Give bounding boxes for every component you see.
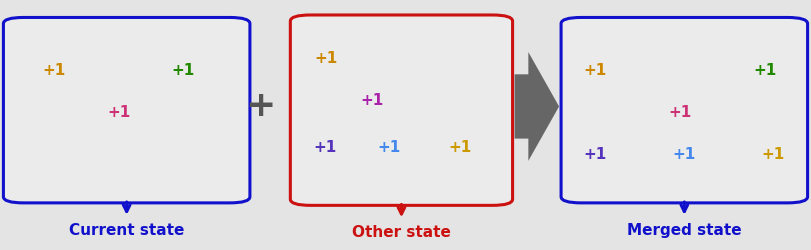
Text: +1: +1 xyxy=(315,51,338,66)
Text: +1: +1 xyxy=(360,93,383,108)
Text: +1: +1 xyxy=(42,63,66,78)
Text: +1: +1 xyxy=(172,63,195,78)
Text: Merged state: Merged state xyxy=(627,223,741,238)
Text: +1: +1 xyxy=(107,105,131,120)
FancyBboxPatch shape xyxy=(3,18,250,203)
Text: +1: +1 xyxy=(584,63,607,78)
Polygon shape xyxy=(515,52,559,161)
Text: +: + xyxy=(245,90,275,124)
Text: +1: +1 xyxy=(448,140,472,155)
Text: +1: +1 xyxy=(753,63,777,78)
Text: +1: +1 xyxy=(313,140,337,155)
FancyBboxPatch shape xyxy=(561,18,808,203)
Text: +1: +1 xyxy=(378,140,401,155)
Text: Other state: Other state xyxy=(352,225,451,240)
Text: +1: +1 xyxy=(669,105,692,120)
FancyBboxPatch shape xyxy=(290,15,513,205)
Text: +1: +1 xyxy=(672,147,696,162)
Text: Current state: Current state xyxy=(69,223,184,238)
Text: +1: +1 xyxy=(584,147,607,162)
Text: +1: +1 xyxy=(762,147,785,162)
